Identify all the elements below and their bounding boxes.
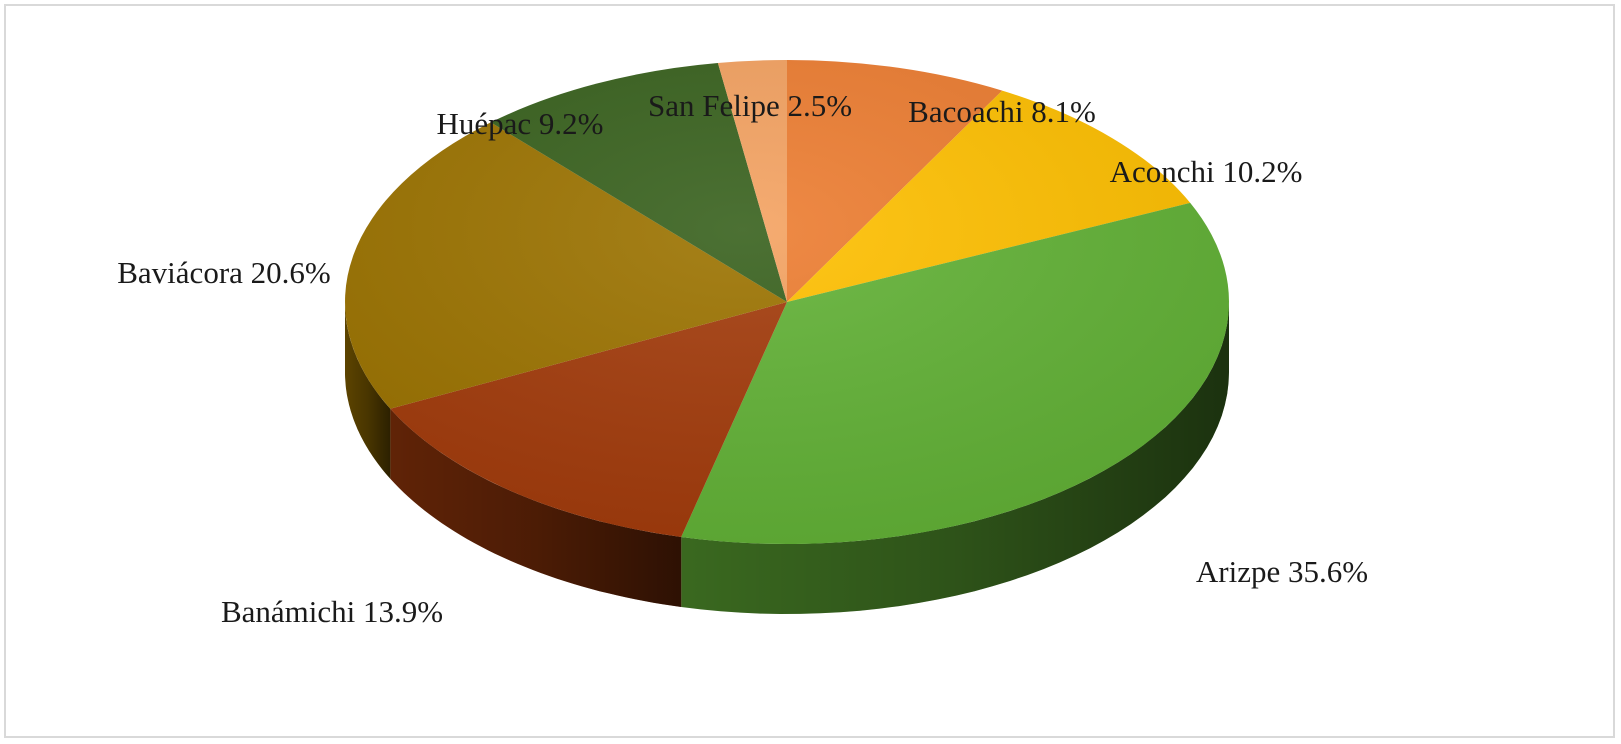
label-banámichi: Banámichi 13.9% (221, 594, 443, 629)
pie-side-shade-2 (681, 302, 1229, 614)
label-baviácora: Baviácora 20.6% (117, 255, 330, 290)
label-arizpe: Arizpe 35.6% (1196, 554, 1368, 589)
pie-side-shade-4 (345, 302, 391, 479)
pie-top-shine (345, 60, 1229, 544)
label-bacoachi: Bacoachi 8.1% (908, 94, 1096, 129)
pie-chart: Bacoachi 8.1% Aconchi 10.2% Arizpe 35.6% Ba… (117, 59, 1368, 629)
label-san-felipe: San Felipe 2.5% (648, 88, 852, 123)
pie-side-shade-3 (390, 408, 682, 607)
chart-frame: Bacoachi 8.1% Aconchi 10.2% Arizpe 35.6% Ba… (4, 4, 1615, 738)
label-huépac: Huépac 9.2% (437, 106, 604, 141)
label-aconchi: Aconchi 10.2% (1110, 154, 1303, 189)
